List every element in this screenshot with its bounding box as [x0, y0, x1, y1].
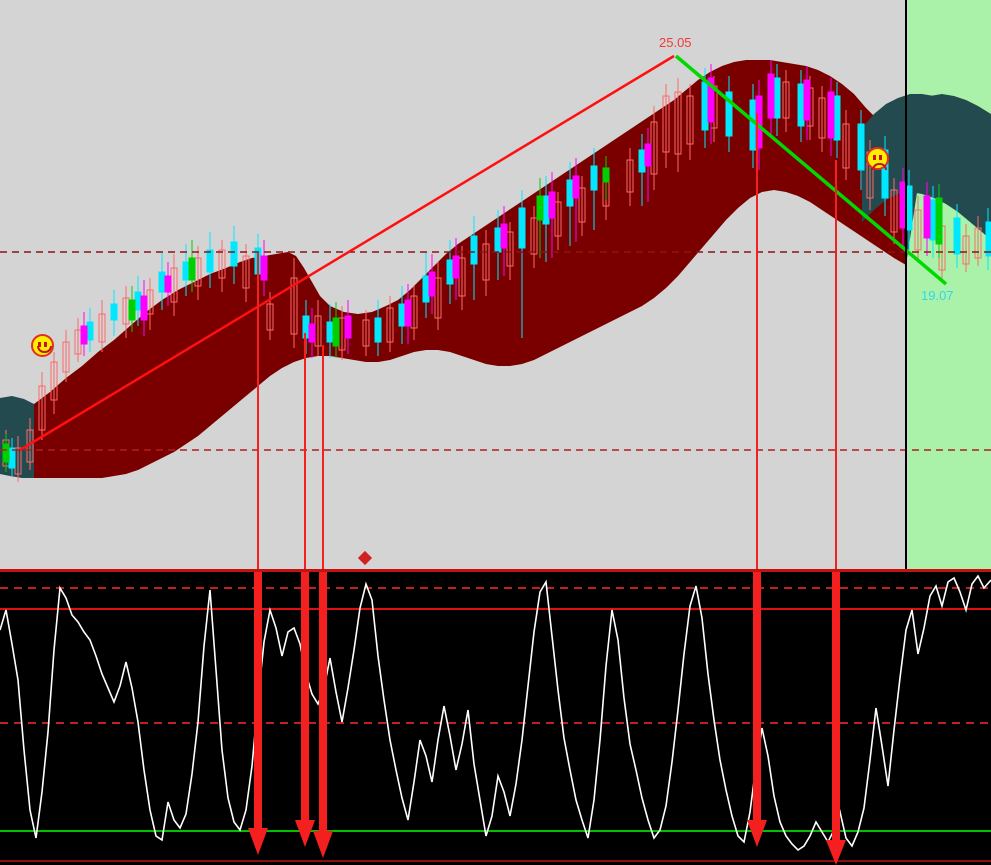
smiley-eye-left: [873, 155, 876, 160]
smiley-mouth: [872, 163, 887, 170]
current-time-divider: [905, 0, 907, 570]
signal-stems-oscillator: [254, 570, 840, 848]
oscillator-panel[interactable]: [0, 570, 991, 865]
downtrend-line: [674, 54, 948, 286]
candlestick-series: [2, 60, 991, 482]
price-chart-svg: [0, 54, 991, 570]
oscillator-line: [0, 574, 991, 852]
cloud-neutral-right-upper: [862, 94, 991, 240]
smiley-mouth: [37, 346, 52, 353]
signal-arrowheads: [248, 820, 846, 865]
uptrend-line: [19, 54, 675, 452]
smiley-sad-icon[interactable]: [866, 147, 889, 170]
smiley-eye-right: [879, 155, 882, 160]
oscillator-svg: [0, 570, 991, 865]
swing-high-label: 25.05: [659, 35, 692, 50]
smiley-eye-left: [38, 342, 41, 347]
signal-stems-price: [257, 113, 837, 570]
swing-low-label: 19.07: [921, 288, 954, 303]
price-chart-panel[interactable]: 25.05 19.07: [0, 0, 991, 570]
smiley-eye-right: [44, 342, 47, 347]
cloud-bearish-main: [34, 60, 906, 478]
smiley-happy-icon[interactable]: [31, 334, 54, 357]
